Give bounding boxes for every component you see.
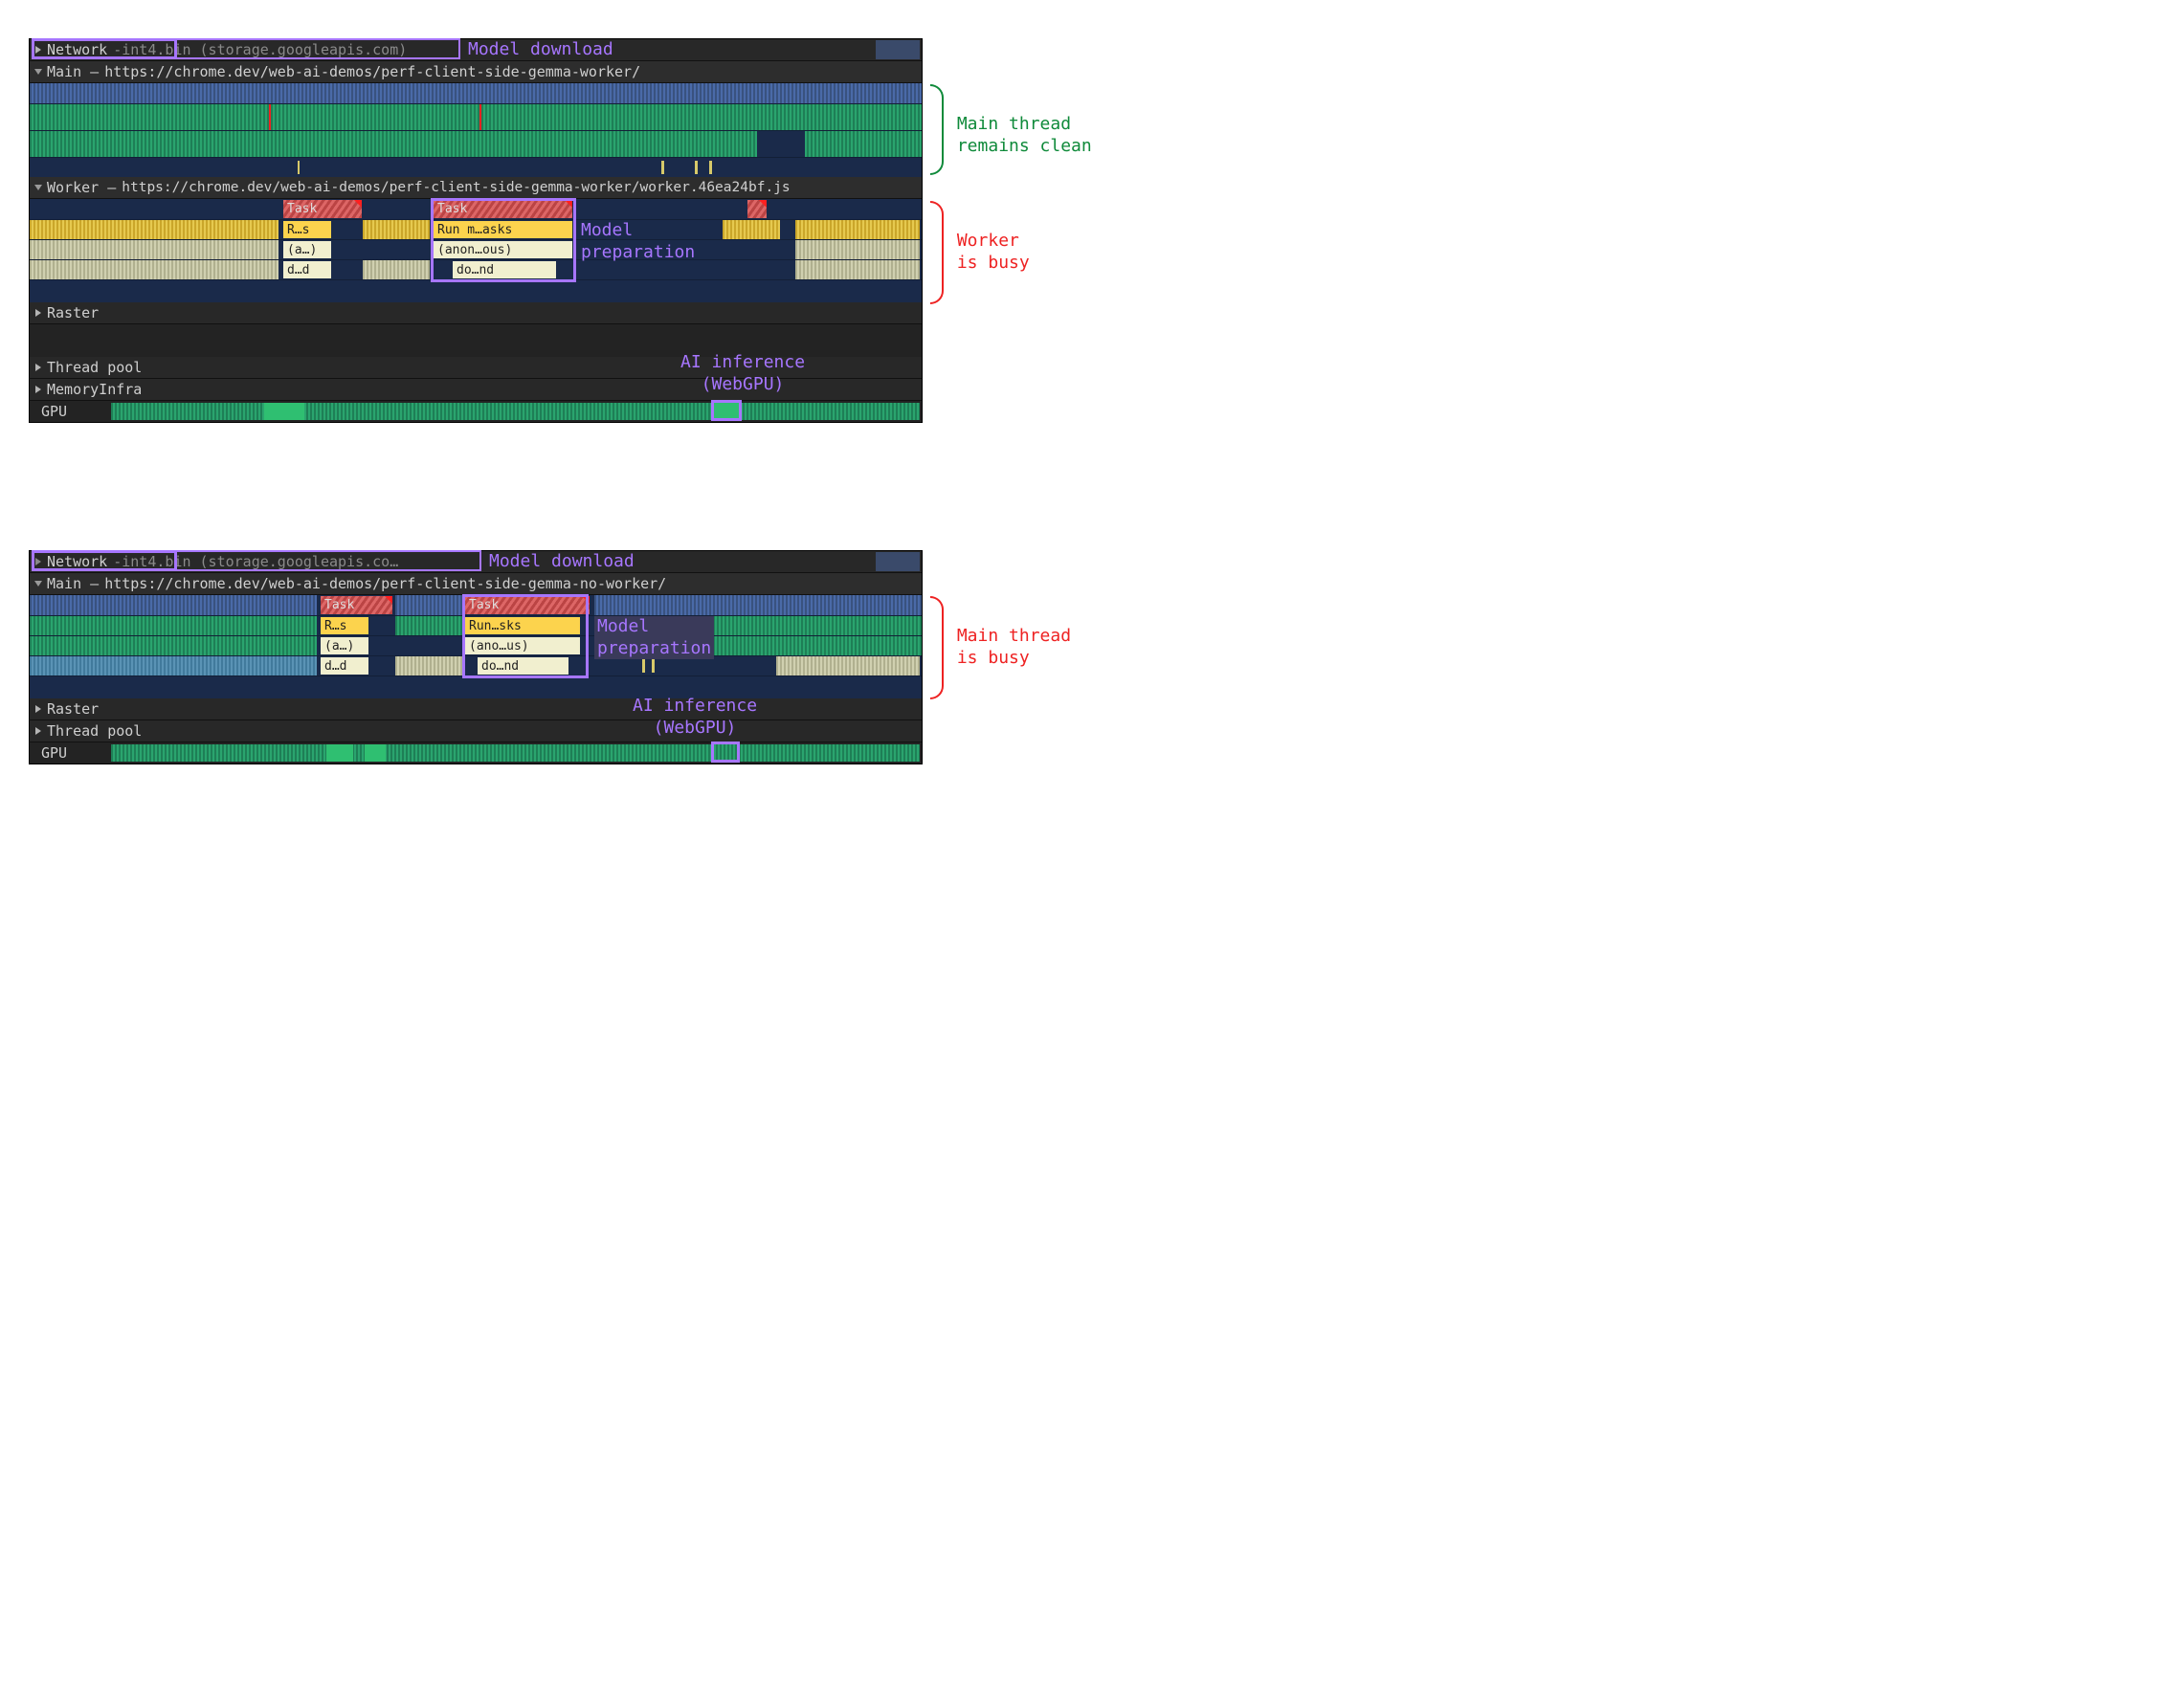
- chevron-right-icon: [35, 558, 41, 565]
- anno-model-prep-2: Model preparation: [594, 616, 714, 659]
- task-1b[interactable]: Task: [321, 596, 392, 614]
- brace-worker-busy: [930, 201, 944, 304]
- anno-ai-inference-1: AI inference (WebGPU): [680, 352, 805, 395]
- call-main-clean: Main thread remains clean: [957, 113, 1092, 158]
- run-ms-2[interactable]: Run m…asks: [434, 221, 572, 238]
- network-file-suffix: -int4.bin (storage.googleapis.com): [113, 41, 407, 58]
- network-track-header[interactable]: Network -int4.bin (storage.googleapis.co…: [30, 39, 922, 61]
- main-row-ticks: [30, 157, 922, 177]
- chevron-right-icon: [35, 705, 41, 713]
- gpu-label-2: GPU: [41, 744, 67, 762]
- chevron-right-icon: [35, 309, 41, 317]
- anon-1b[interactable]: (a…): [321, 637, 368, 654]
- gpu-label: GPU: [41, 403, 67, 420]
- anon-1[interactable]: (a…): [283, 241, 331, 258]
- m2-r3: d…d do…nd: [30, 655, 922, 675]
- main-label: Main —: [47, 63, 99, 80]
- worker-r2: (a…) (anon…ous): [30, 239, 922, 259]
- network-tail-2: [876, 552, 920, 571]
- raster-label-2: Raster: [47, 700, 99, 718]
- dond-2b[interactable]: do…nd: [478, 657, 568, 675]
- chevron-down-icon: [34, 69, 42, 75]
- main-thread-flame[interactable]: [30, 83, 922, 177]
- m2-r0: Task Task: [30, 595, 922, 615]
- callouts-2: Main thread is busy: [930, 550, 1196, 799]
- panel-with-worker: Network -int4.bin (storage.googleapis.co…: [29, 38, 1196, 498]
- threadpool-label: Thread pool: [47, 359, 142, 376]
- anon-2[interactable]: (anon…ous): [434, 241, 572, 258]
- network-suffix-2: -int4.bin (storage.googleapis.co…: [113, 553, 398, 570]
- worker-r0: Task Task: [30, 199, 922, 219]
- anon-2b[interactable]: (ano…us): [465, 637, 580, 654]
- dond-1[interactable]: d…d: [283, 261, 331, 278]
- main-track-header[interactable]: Main — https://chrome.dev/web-ai-demos/p…: [30, 61, 922, 83]
- anno-model-download: Model download: [468, 39, 613, 59]
- brace-main-busy: [930, 596, 944, 699]
- dond-1b[interactable]: d…d: [321, 657, 368, 675]
- gpu-strip-2: [111, 744, 920, 762]
- worker-track-header[interactable]: Worker — https://chrome.dev/web-ai-demos…: [30, 177, 922, 199]
- devtools-panel-1: Network -int4.bin (storage.googleapis.co…: [29, 38, 923, 423]
- worker-url: https://chrome.dev/web-ai-demos/perf-cli…: [122, 180, 790, 195]
- panel-no-worker: Network -int4.bin (storage.googleapis.co…: [29, 550, 1196, 799]
- run-ms-1[interactable]: R…s: [283, 221, 331, 238]
- chevron-right-icon: [35, 386, 41, 393]
- chevron-down-icon: [34, 581, 42, 587]
- raster-header-2[interactable]: Raster: [30, 698, 922, 720]
- network-label-2: Network: [47, 553, 107, 570]
- m2-r2: (a…) (ano…us): [30, 635, 922, 655]
- anno-model-prep: Model preparation: [581, 220, 695, 263]
- m2-r4: [30, 675, 922, 689]
- worker-r3: d…d do…nd: [30, 259, 922, 279]
- chevron-right-icon: [35, 727, 41, 735]
- chevron-right-icon: [35, 46, 41, 54]
- network-tail: [876, 40, 920, 59]
- network-label: Network: [47, 41, 107, 58]
- raster-label: Raster: [47, 304, 99, 321]
- anno-ai-inference-2: AI inference (WebGPU): [633, 696, 757, 739]
- gpu-strip: [111, 403, 920, 420]
- network-track-header-2[interactable]: Network -int4.bin (storage.googleapis.co…: [30, 551, 922, 573]
- main-row-2: [30, 130, 922, 157]
- dond-2[interactable]: do…nd: [453, 261, 556, 278]
- frames-row: [30, 83, 922, 103]
- main-row-1: [30, 103, 922, 130]
- main-url: https://chrome.dev/web-ai-demos/perf-cli…: [104, 63, 640, 80]
- raster-header[interactable]: Raster: [30, 302, 922, 324]
- devtools-panel-2: Network -int4.bin (storage.googleapis.co…: [29, 550, 923, 764]
- main-label-2: Main —: [47, 575, 99, 592]
- call-main-busy: Main thread is busy: [957, 625, 1071, 670]
- worker-r4: [30, 279, 922, 293]
- worker-r1: R…s Run m…asks: [30, 219, 922, 239]
- call-worker-busy: Worker is busy: [957, 230, 1030, 275]
- callouts-1: Main thread remains clean Worker is busy: [930, 38, 1196, 498]
- meminfra-label: MemoryInfra: [47, 381, 142, 398]
- gpu-row-2[interactable]: GPU: [30, 742, 922, 764]
- main-flame-2[interactable]: Task Task R…s Run…sks (a…) (ano…us): [30, 595, 922, 698]
- chevron-down-icon: [34, 185, 42, 190]
- anno-model-download-2: Model download: [489, 551, 635, 571]
- threadpool-label-2: Thread pool: [47, 722, 142, 740]
- task-block-r[interactable]: [747, 200, 767, 218]
- brace-main-clean: [930, 84, 944, 175]
- gpu-row[interactable]: GPU: [30, 401, 922, 422]
- task-block-1[interactable]: Task: [283, 200, 362, 218]
- threadpool-header-2[interactable]: Thread pool: [30, 720, 922, 742]
- task-block-2[interactable]: Task: [434, 200, 572, 218]
- main-track-header-2[interactable]: Main — https://chrome.dev/web-ai-demos/p…: [30, 573, 922, 595]
- run-1b[interactable]: R…s: [321, 617, 368, 634]
- run-2b[interactable]: Run…sks: [465, 617, 580, 634]
- chevron-right-icon: [35, 364, 41, 371]
- worker-label: Worker —: [47, 179, 116, 196]
- m2-r1: R…s Run…sks: [30, 615, 922, 635]
- worker-flame[interactable]: Task Task R…s Run m…asks (a…) (anon…ous): [30, 199, 922, 302]
- main-url-2: https://chrome.dev/web-ai-demos/perf-cli…: [104, 575, 666, 592]
- task-2b[interactable]: Task: [465, 596, 590, 614]
